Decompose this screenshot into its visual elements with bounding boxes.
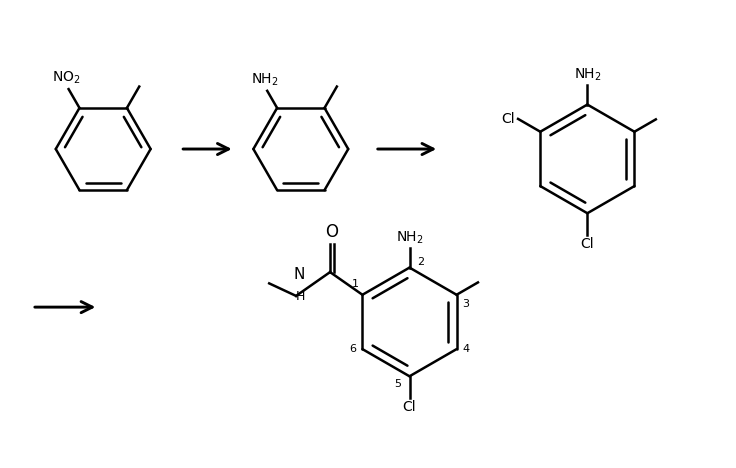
Text: NH$_2$: NH$_2$ [573, 66, 601, 83]
Text: 4: 4 [462, 344, 470, 354]
Text: Cl: Cl [581, 237, 594, 251]
Text: N: N [294, 267, 305, 282]
Text: NH$_2$: NH$_2$ [396, 229, 423, 246]
Text: Cl: Cl [501, 112, 515, 126]
Text: 1: 1 [352, 279, 358, 289]
Text: 6: 6 [350, 344, 356, 354]
Text: 2: 2 [417, 256, 425, 267]
Text: 5: 5 [394, 379, 402, 389]
Text: Cl: Cl [403, 400, 417, 414]
Text: H: H [296, 290, 305, 303]
Text: O: O [325, 223, 339, 241]
Text: NH$_2$: NH$_2$ [252, 72, 279, 88]
Text: NO$_2$: NO$_2$ [52, 70, 81, 86]
Text: 3: 3 [462, 299, 470, 309]
